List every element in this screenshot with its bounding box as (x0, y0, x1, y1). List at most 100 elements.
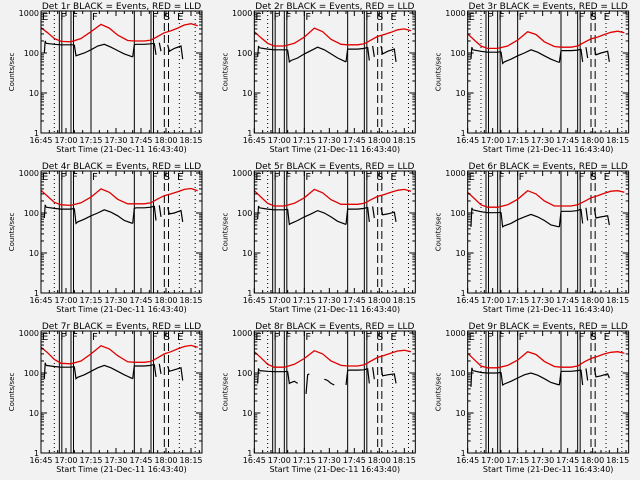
x-axis-label: Start Time (21-Dec-11 16:43:40) (270, 305, 401, 314)
event-marker-label: E (255, 172, 261, 183)
x-tick-label: 18:15 (393, 456, 416, 465)
events-line (43, 362, 47, 380)
x-tick-label: 17:15 (79, 136, 102, 145)
event-marker-label: F (60, 172, 66, 183)
events-line (345, 206, 368, 225)
x-tick-label: 17:15 (293, 456, 316, 465)
events-line (287, 371, 298, 385)
y-tick-label: 1000 (445, 9, 465, 18)
x-axis-label: Start Time (21-Dec-11 16:43:40) (483, 145, 614, 154)
x-tick-label: 18:15 (606, 296, 629, 305)
events-line (287, 209, 347, 226)
y-axis-label: Counts/sec (221, 373, 229, 412)
x-tick-label: 17:30 (318, 136, 341, 145)
event-marker-label: F (152, 12, 158, 23)
x-tick-label: 17:45 (129, 296, 152, 305)
y-tick-label: 1000 (19, 329, 39, 338)
event-marker-label: E (604, 12, 610, 23)
event-marker-label: F (365, 332, 371, 343)
event-marker-label: E (390, 332, 396, 343)
event-marker-label: F (305, 172, 311, 183)
event-marker-label: E (390, 12, 396, 23)
events-line (132, 42, 155, 57)
events-line (257, 368, 260, 384)
event-marker-label: S (377, 332, 383, 343)
events-line (593, 208, 610, 226)
lld-line (41, 187, 198, 207)
x-tick-label: 16:45 (29, 136, 52, 145)
x-tick-label: 17:00 (268, 456, 291, 465)
panel-title: Det 3r BLACK = Events, RED = LLD (469, 2, 628, 12)
x-tick-label: 16:45 (243, 136, 266, 145)
x-tick-label: 17:45 (129, 456, 152, 465)
events-line (472, 209, 502, 214)
x-tick-label: 17:45 (556, 136, 579, 145)
plot-frame (467, 170, 630, 294)
x-axis-label: Start Time (21-Dec-11 16:43:40) (483, 465, 614, 474)
x-tick-label: 16:45 (243, 456, 266, 465)
y-tick-label: 1 (247, 129, 252, 138)
y-tick-label: 1 (247, 449, 252, 458)
event-marker-label: F (274, 332, 280, 343)
x-tick-label: 16:45 (29, 456, 52, 465)
event-marker-label: F (72, 12, 78, 23)
x-tick-label: 17:00 (268, 136, 291, 145)
x-tick-label: 16:45 (456, 456, 479, 465)
y-tick-label: 1 (34, 289, 39, 298)
event-marker-label: S (164, 332, 170, 343)
event-marker-label: E (42, 12, 48, 23)
events-line (132, 205, 155, 224)
x-tick-label: 17:45 (556, 296, 579, 305)
events-line (345, 367, 368, 386)
event-marker-label: E (469, 12, 475, 23)
plot-frame (40, 10, 203, 134)
event-marker-label: F (579, 172, 585, 183)
panel-title: Det 6r BLACK = Events, RED = LLD (469, 162, 628, 172)
event-marker-label: F (60, 12, 66, 23)
events-line (470, 47, 474, 60)
x-tick-label: 17:45 (343, 296, 366, 305)
event-marker-label: F (152, 332, 158, 343)
x-tick-label: 18:00 (368, 296, 391, 305)
events-line (305, 373, 310, 394)
event-marker-label: F (274, 12, 280, 23)
events-line (73, 43, 133, 58)
y-tick-label: 10 (242, 409, 252, 418)
lld-line (41, 23, 198, 43)
y-tick-label: 10 (29, 249, 39, 258)
plot-frame (40, 170, 203, 294)
event-marker-label: E (42, 332, 48, 343)
x-tick-label: 17:30 (531, 456, 554, 465)
x-tick-label: 17:15 (293, 296, 316, 305)
y-tick-label: 10 (29, 409, 39, 418)
x-tick-label: 17:30 (531, 136, 554, 145)
event-marker-label: F (274, 172, 280, 183)
events-line (132, 363, 155, 379)
x-tick-label: 17:15 (79, 456, 102, 465)
x-axis-label: Start Time (21-Dec-11 16:43:40) (56, 465, 187, 474)
x-tick-label: 18:00 (154, 456, 177, 465)
x-tick-label: 17:15 (79, 296, 102, 305)
y-tick-label: 100 (237, 49, 252, 58)
plot-frame (253, 330, 416, 454)
x-tick-label: 18:15 (179, 136, 202, 145)
event-marker-label: E (255, 12, 261, 23)
event-marker-label: S (590, 12, 596, 23)
event-marker-label: F (60, 332, 66, 343)
x-tick-label: 17:30 (104, 296, 127, 305)
y-tick-label: 100 (24, 369, 39, 378)
x-tick-label: 16:45 (456, 296, 479, 305)
x-axis-label: Start Time (21-Dec-11 16:43:40) (270, 145, 401, 154)
x-tick-label: 17:30 (104, 136, 127, 145)
y-axis-label: Counts/sec (435, 373, 443, 412)
plot-frame (40, 330, 203, 454)
panel-title: Det 1r BLACK = Events, RED = LLD (42, 2, 201, 12)
x-tick-label: 18:00 (581, 296, 604, 305)
event-marker-label: S (590, 172, 596, 183)
events-line (380, 367, 397, 384)
events-line (585, 207, 589, 221)
